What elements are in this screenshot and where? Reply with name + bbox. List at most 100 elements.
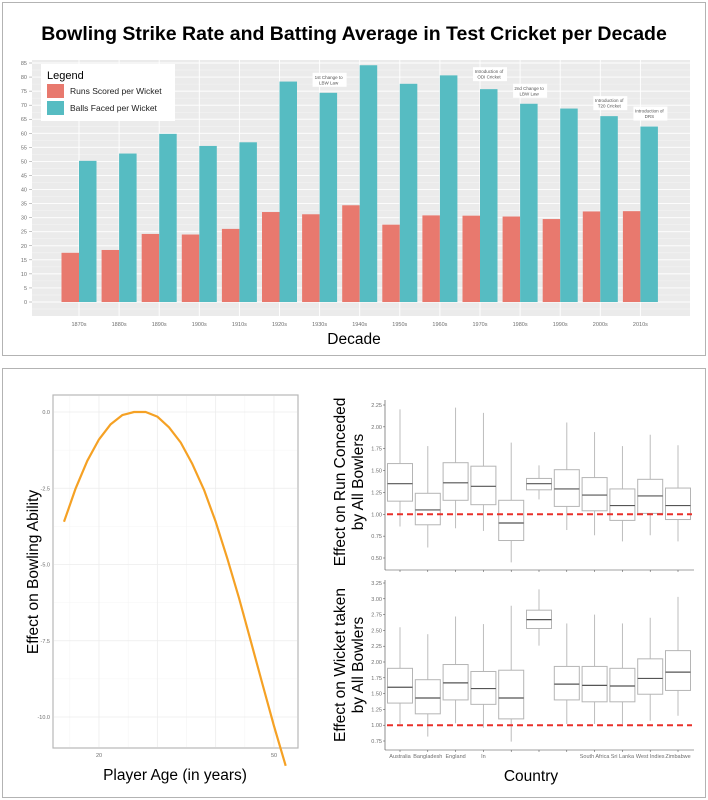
age-effect-line bbox=[62, 410, 287, 767]
box-iqr bbox=[553, 469, 580, 507]
x-tick-label: 2000s bbox=[593, 322, 608, 328]
x-tick-label: 1920s bbox=[272, 322, 287, 328]
y-tick-label: 3.00 bbox=[371, 597, 382, 603]
y-tick-label: 50 bbox=[21, 159, 27, 165]
annotation-text: 2nd Change to bbox=[514, 86, 544, 91]
box-iqr bbox=[414, 492, 441, 526]
bar-runs bbox=[302, 214, 320, 302]
bar-balls bbox=[159, 133, 177, 302]
x-tick-label: 2010s bbox=[633, 322, 648, 328]
y-tick-label: 20 bbox=[21, 244, 27, 250]
x-tick-label: Sri Lanka bbox=[611, 754, 635, 760]
bar-runs bbox=[382, 224, 400, 302]
age-chart-plot-area bbox=[52, 394, 299, 749]
annotation-text: Introduction of bbox=[595, 98, 624, 103]
annotation-text: ODI Cricket bbox=[477, 75, 501, 80]
annotation-text: LBW Law bbox=[519, 91, 539, 96]
y-tick-label: 1.75 bbox=[371, 447, 382, 453]
wickets-boxplot-x-axis-title: Country bbox=[504, 768, 559, 785]
bar-balls bbox=[359, 65, 378, 302]
y-tick-label: 55 bbox=[21, 145, 27, 151]
bar-runs bbox=[422, 215, 440, 302]
y-tick-label: 60 bbox=[21, 131, 27, 137]
x-tick-label: 1940s bbox=[352, 322, 367, 328]
x-tick-label: England bbox=[446, 754, 466, 760]
y-tick-label: -10.0 bbox=[37, 715, 50, 721]
bar-balls bbox=[480, 89, 498, 302]
box-iqr bbox=[581, 665, 608, 703]
age-chart-y-axis-title: Effect on Bowling Ability bbox=[25, 490, 42, 655]
bar-chart-bars bbox=[61, 65, 658, 302]
bar-balls bbox=[119, 153, 137, 302]
x-tick-label: Bangladesh bbox=[413, 754, 442, 760]
bar-runs bbox=[221, 228, 240, 302]
runs-y-title-line1: Effect on Run Conceded bbox=[332, 398, 349, 567]
wickets-boxplot-y-title-line1: Effect on Wicket taken bbox=[332, 588, 349, 742]
bar-balls bbox=[600, 116, 618, 302]
y-tick-label: 15 bbox=[21, 258, 27, 264]
box-iqr bbox=[637, 658, 664, 695]
box-iqr bbox=[581, 477, 608, 512]
box-iqr bbox=[470, 465, 497, 506]
y-tick-label: 70 bbox=[21, 103, 27, 109]
age-chart-ticks: 20 50 0.0 -2.5 -5.0 -7.5 -10.0 bbox=[37, 410, 277, 759]
age-effect-chart: 20 50 0.0 -2.5 -5.0 -7.5 -10.0 Player Age (in … bbox=[25, 394, 299, 784]
x-tick-label: 50 bbox=[271, 753, 277, 759]
age-chart-grid bbox=[54, 396, 297, 747]
bar-balls bbox=[560, 108, 578, 302]
annotation-text: LBW Law bbox=[319, 80, 339, 85]
box-iqr bbox=[498, 499, 525, 542]
y-tick-label: 65 bbox=[21, 117, 27, 123]
annotation-box bbox=[593, 96, 628, 111]
box-iqr bbox=[414, 679, 441, 715]
box-iqr bbox=[387, 463, 413, 502]
bar-chart-title: Bowling Strike Rate and Batting Average … bbox=[41, 23, 667, 45]
y-tick-label: 0 bbox=[24, 300, 27, 306]
legend-swatch-runs bbox=[47, 84, 64, 98]
age-chart-x-axis-title: Player Age (in years) bbox=[103, 767, 247, 784]
box-iqr bbox=[442, 462, 469, 501]
wickets-boxplot-axis: 0.75 1.00 1.25 1.50 1.75 2.00 2.25 2.50 2.75 3.00… bbox=[371, 580, 694, 752]
bar-chart: Bowling Strike Rate and Batting Average … bbox=[21, 23, 690, 348]
y-tick-label: 40 bbox=[21, 188, 27, 194]
bar-balls bbox=[520, 103, 538, 302]
legend-title: Legend bbox=[47, 70, 84, 82]
y-tick-label: 1.00 bbox=[371, 512, 382, 518]
x-tick-label: 1870s bbox=[72, 322, 87, 328]
bar-chart-legend: Legend Runs Scored per Wicket Balls Face… bbox=[41, 64, 175, 121]
y-tick-label: 0.0 bbox=[42, 410, 50, 416]
y-tick-label: -2.5 bbox=[41, 486, 50, 492]
bar-runs bbox=[101, 249, 120, 302]
bar-balls bbox=[199, 145, 217, 302]
y-tick-label: 2.50 bbox=[371, 628, 382, 634]
box-iqr bbox=[387, 667, 413, 704]
bar-runs bbox=[622, 211, 641, 302]
y-tick-label: 35 bbox=[21, 202, 27, 208]
box-iqr bbox=[442, 664, 469, 701]
annotation-text: T20 Cricket bbox=[598, 104, 622, 109]
bar-balls bbox=[399, 83, 418, 302]
bar-balls bbox=[79, 160, 97, 302]
x-tick-label: 1980s bbox=[513, 322, 528, 328]
y-tick-label: 5 bbox=[24, 286, 27, 292]
y-tick-label: 0.75 bbox=[371, 739, 382, 745]
y-tick-label: 25 bbox=[21, 230, 27, 236]
annotation-box bbox=[312, 72, 347, 87]
y-tick-label: 45 bbox=[21, 173, 27, 179]
box-iqr bbox=[470, 670, 497, 705]
bar-chart-x-ticks: 1870s 1880s 1890s 1900s 1910s 1920s 1930s 1940s… bbox=[72, 322, 649, 328]
box-iqr bbox=[665, 650, 691, 691]
annotation-text: 1st Change to bbox=[315, 75, 344, 80]
y-tick-label: 2.75 bbox=[371, 613, 382, 619]
y-tick-label: 0.75 bbox=[371, 534, 382, 540]
bar-balls bbox=[439, 75, 458, 302]
y-tick-label: 1.75 bbox=[371, 676, 382, 682]
y-tick-label: 85 bbox=[21, 61, 27, 67]
annotation-text: Introduction of bbox=[475, 69, 504, 74]
x-tick-label: 1900s bbox=[192, 322, 207, 328]
box-iqr bbox=[553, 665, 580, 701]
x-tick-label: Australia bbox=[389, 754, 411, 760]
bar-balls bbox=[279, 81, 297, 302]
